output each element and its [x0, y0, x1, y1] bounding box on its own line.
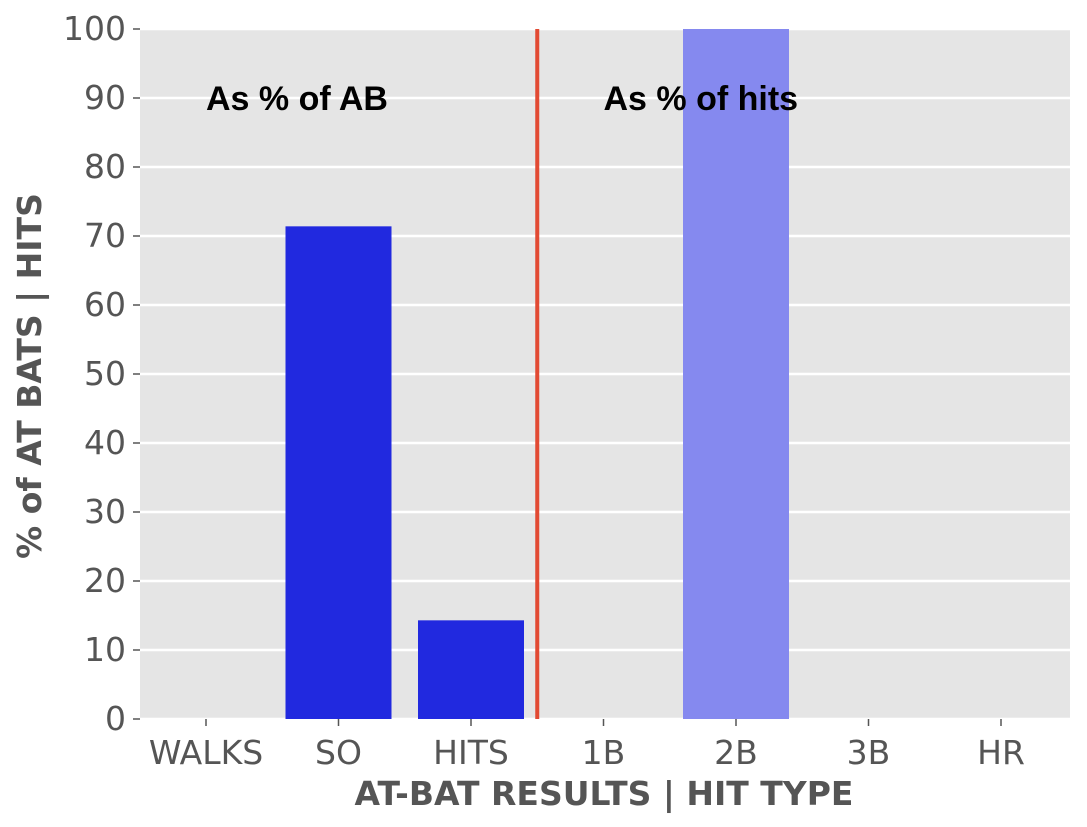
annotation-at-bats: As % of AB: [206, 80, 388, 118]
y-axis-title: % of AT BATS | HITS: [10, 193, 49, 559]
bar-so: [285, 226, 392, 719]
y-tick-label-50: 50: [84, 354, 126, 393]
x-axis-title: AT-BAT RESULTS | HIT TYPE: [355, 774, 854, 813]
y-tick-label-80: 80: [84, 147, 126, 186]
annotation-hits: As % of hits: [604, 80, 799, 118]
y-tick-label-60: 60: [84, 285, 126, 324]
y-tick-label-10: 10: [84, 630, 126, 669]
x-tick-label-hr: HR: [977, 733, 1025, 772]
y-tick-label-90: 90: [84, 78, 126, 117]
annotations: As % of AB As % of hits: [206, 80, 798, 118]
bars: [285, 29, 789, 719]
bar-2b: [683, 29, 789, 719]
y-tick-label-20: 20: [84, 561, 126, 600]
y-tick-label-70: 70: [84, 216, 126, 255]
y-tick-label-100: 100: [63, 9, 126, 48]
x-axis-ticks: WALKS SO HITS 1B 2B 3B HR: [149, 719, 1025, 772]
x-tick-label-hits: HITS: [433, 733, 509, 772]
x-tick-label-3b: 3B: [847, 733, 891, 772]
x-tick-label-walks: WALKS: [149, 733, 263, 772]
x-tick-label-1b: 1B: [582, 733, 626, 772]
x-tick-label-so: SO: [315, 733, 362, 772]
y-tick-label-0: 0: [105, 699, 126, 738]
y-tick-label-40: 40: [84, 423, 126, 462]
y-tick-label-30: 30: [84, 492, 126, 531]
y-axis-ticks: 0 10 20 30 40 50 60 70 80 90 100: [63, 9, 140, 738]
bar-hits: [418, 620, 524, 719]
x-tick-label-2b: 2B: [714, 733, 758, 772]
